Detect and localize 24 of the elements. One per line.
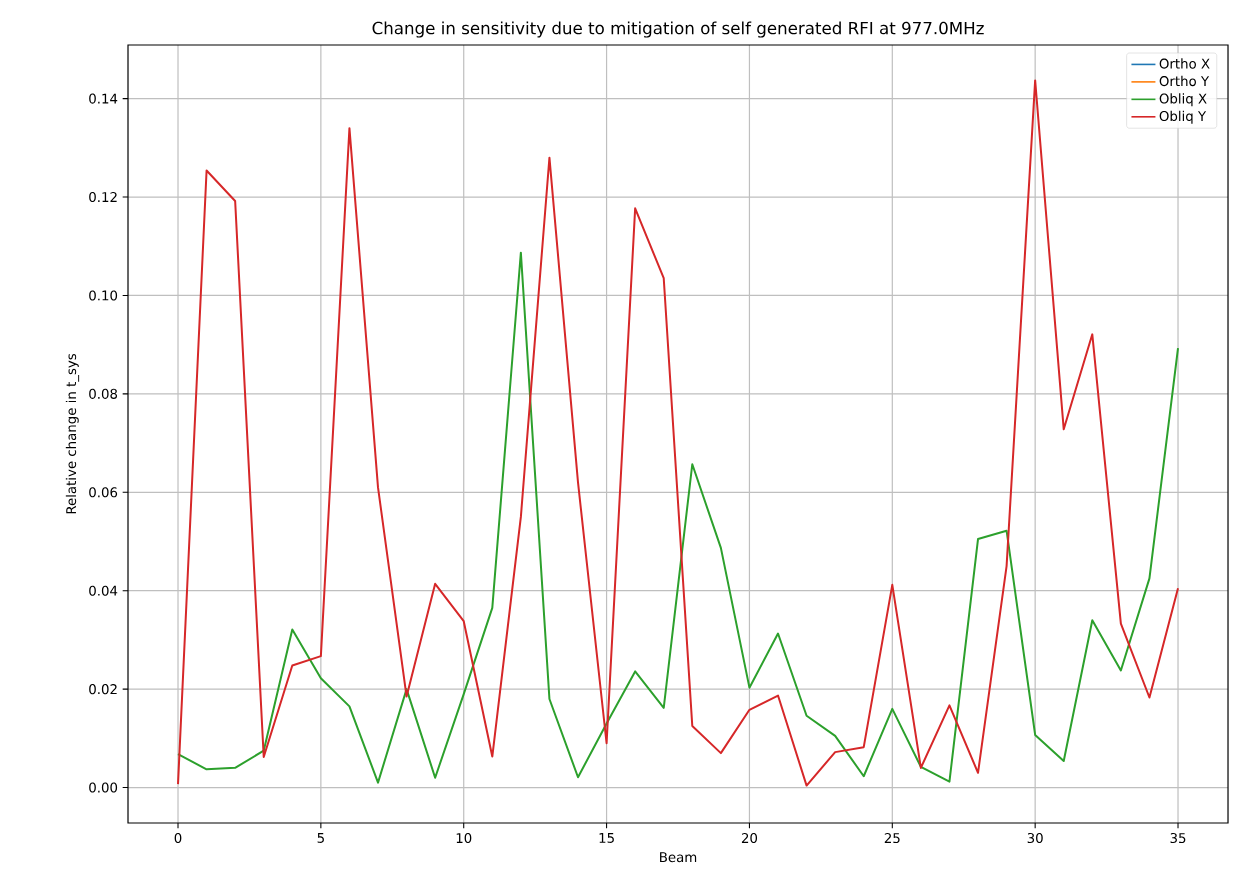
x-tick-label: 20 [741,833,758,844]
y-tick-label: 0.14 [89,93,118,104]
y-tick-label: 0.10 [89,290,118,301]
y-tick-label: 0.08 [89,388,118,399]
legend-label: Obliq Y [1159,110,1207,124]
y-tick-label: 0.04 [89,585,118,596]
chart-title: Change in sensitivity due to mitigation of self generated RFI at 977.0MHz [372,21,984,38]
x-tick-label: 0 [174,833,182,844]
legend-label: Ortho X [1159,58,1210,69]
y-axis-title: Relative change in t_sys [65,353,80,514]
legend-label: Obliq X [1159,93,1207,107]
x-tick-label: 25 [884,833,900,844]
x-tick-label: 35 [1170,833,1186,844]
y-tick-label: 0.06 [89,487,118,498]
x-tick-label: 5 [317,833,324,843]
x-axis-title: Beam [660,852,697,863]
y-tick-label: 0.00 [89,782,118,793]
legend-label: Ortho Y [1159,75,1210,87]
x-tick-label: 10 [456,833,472,844]
y-tick-label: 0.12 [89,191,117,203]
line-series [177,251,1180,784]
x-tick-label: 15 [599,833,614,843]
y-tick-label: 0.02 [89,684,117,695]
x-tick-label: 30 [1027,833,1043,844]
